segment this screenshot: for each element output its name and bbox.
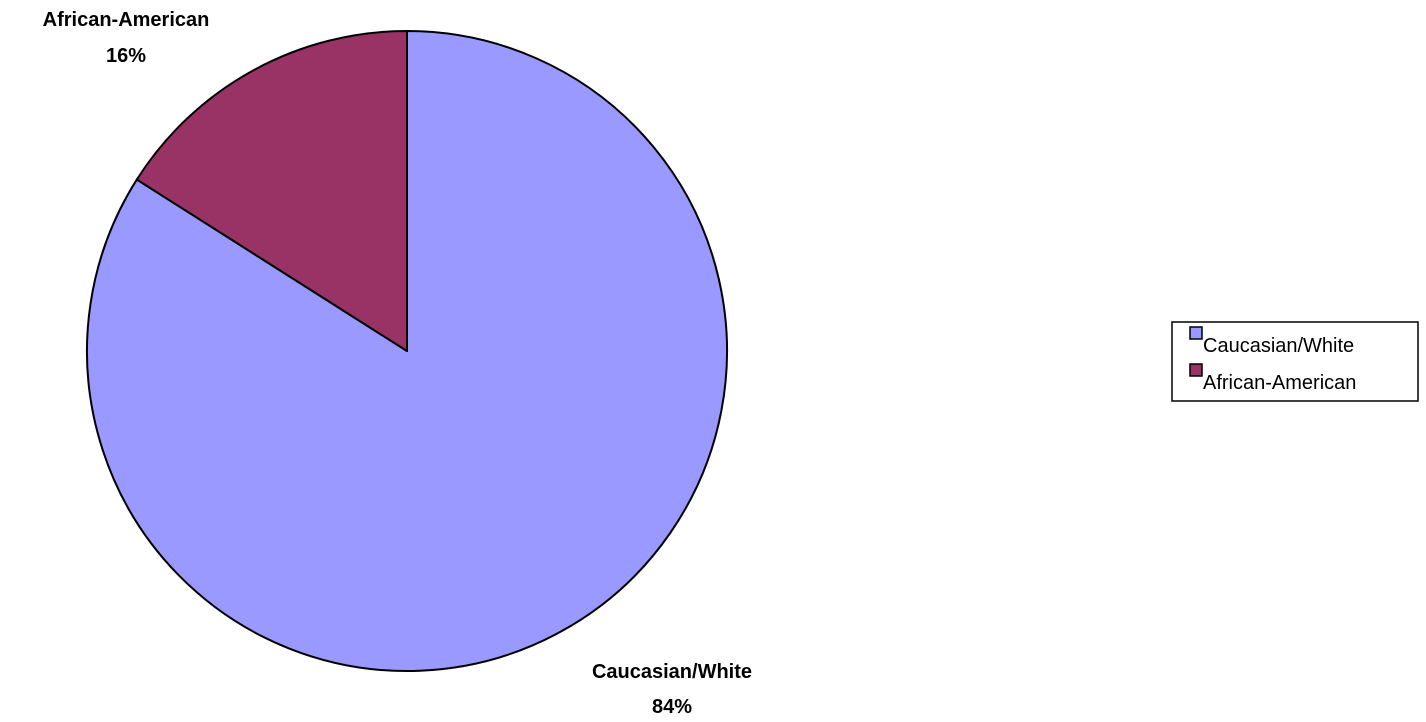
data-label-name: Caucasian/White (592, 661, 752, 683)
data-label-value: 84% (652, 696, 692, 718)
legend-swatch-caucasian-white (1189, 326, 1203, 340)
pie-slice-african-american (135, 30, 408, 352)
data-label-caucasian-white: Caucasian/White 84% (592, 661, 752, 718)
data-label-value: 16% (106, 45, 146, 67)
legend-label-african-american: African-American (1203, 372, 1356, 394)
legend: Caucasian/White African-American (1171, 321, 1419, 402)
pie-slices (86, 30, 729, 672)
data-label-african-american: African-American 16% (43, 9, 210, 67)
legend-swatch-african-american (1189, 363, 1203, 377)
legend-box (1171, 321, 1419, 402)
legend-label-caucasian-white: Caucasian/White (1203, 335, 1354, 357)
data-label-name: African-American (43, 9, 210, 31)
